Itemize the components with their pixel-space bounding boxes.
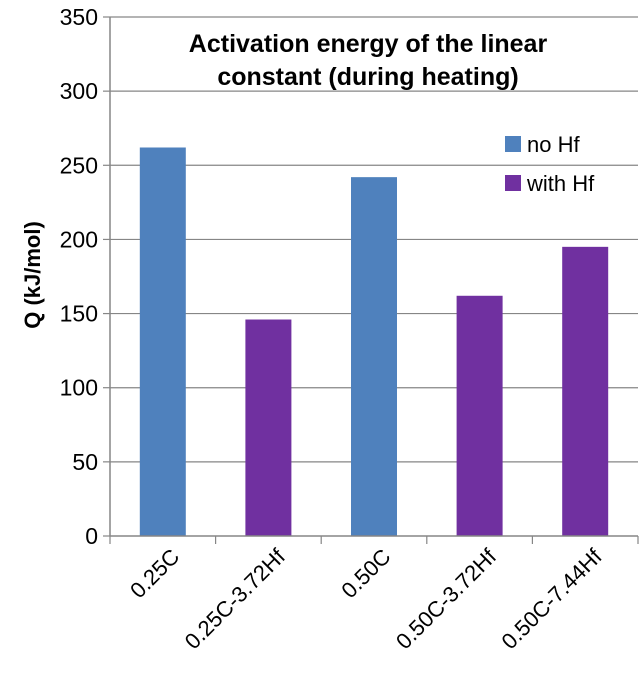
y-tick-label: 250 — [60, 152, 98, 178]
bars — [139, 147, 609, 537]
legend-swatch — [505, 136, 521, 152]
bar-no-hf-025c — [139, 147, 186, 536]
axes — [109, 17, 638, 537]
x-tick-label: 0.50C — [336, 544, 395, 603]
x-tick-label: 0.50C-7.44Hf — [497, 543, 608, 654]
legend-label: with Hf — [526, 171, 595, 196]
bar-no-hf-050c — [351, 177, 397, 537]
y-tick-label: 300 — [60, 78, 98, 104]
legend-label: no Hf — [527, 132, 580, 157]
x-tick-label: 0.50C-3.72Hf — [391, 543, 502, 654]
bar-with-hf-025c-372hf — [245, 319, 292, 536]
y-tick-label: 0 — [85, 523, 98, 549]
legend: no Hf with Hf — [505, 132, 595, 196]
y-tick-label: 200 — [60, 226, 98, 252]
y-tick-labels: 0 50 100 150 200 250 300 350 — [60, 4, 110, 549]
x-tick-label: 0.25C — [125, 544, 184, 603]
bar-with-hf-050c-372hf — [456, 295, 503, 536]
x-tick-label: 0.25C-3.72Hf — [180, 543, 291, 654]
chart-title-line-1: Activation energy of the linear — [189, 30, 548, 58]
y-tick-label: 50 — [72, 449, 98, 475]
y-tick-label: 150 — [60, 301, 98, 327]
legend-swatch — [505, 175, 521, 191]
chart-title-line-2: constant (during heating) — [217, 63, 518, 91]
y-tick-label: 100 — [60, 375, 98, 401]
bar-with-hf-050c-744hf — [562, 246, 609, 537]
y-axis-title: Q (kJ/mol) — [20, 221, 45, 329]
y-tick-label: 350 — [60, 4, 98, 30]
chart-title: Activation energy of the linear constant… — [189, 30, 548, 91]
